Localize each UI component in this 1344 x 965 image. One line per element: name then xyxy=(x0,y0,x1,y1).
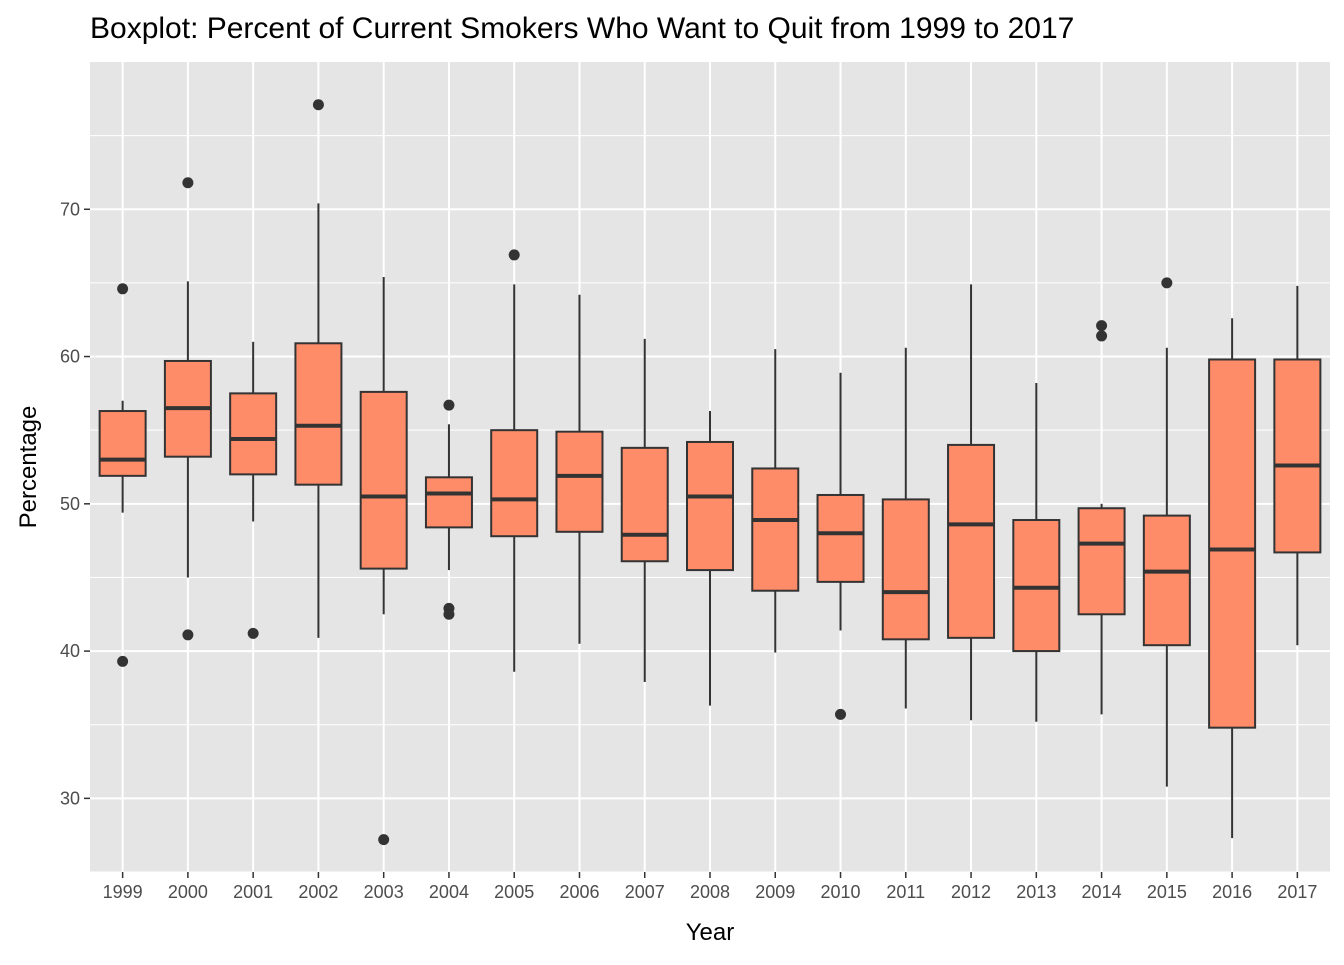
box-group-2011 xyxy=(881,347,930,709)
box-group-2003 xyxy=(359,277,408,846)
box-iqr xyxy=(294,342,343,486)
box-iqr xyxy=(686,440,734,572)
outlier-point xyxy=(835,708,847,720)
box-iqr xyxy=(98,410,147,477)
box-iqr xyxy=(620,446,669,563)
box-iqr xyxy=(555,430,604,533)
outlier-point xyxy=(117,655,129,667)
box-group-2013 xyxy=(1012,383,1061,722)
box-group-2004 xyxy=(424,399,473,620)
x-tick-label: 2001 xyxy=(233,882,273,902)
x-tick-label: 2003 xyxy=(364,882,404,902)
x-tick-label: 2000 xyxy=(168,882,208,902)
box-iqr xyxy=(1077,507,1126,616)
box-group-2014 xyxy=(1077,320,1126,715)
x-tick-label: 2004 xyxy=(429,882,469,902)
box-group-2010 xyxy=(816,372,865,720)
box-layer xyxy=(98,99,1322,846)
box-iqr xyxy=(1273,358,1322,554)
box-group-2009 xyxy=(751,349,800,653)
y-tick-label: 70 xyxy=(60,199,80,219)
x-tick-label: 2011 xyxy=(886,882,925,902)
box-iqr xyxy=(1012,519,1061,653)
outlier-point xyxy=(247,627,259,639)
box-group-2002 xyxy=(294,99,343,638)
box-group-2017 xyxy=(1273,285,1322,646)
box-iqr xyxy=(229,392,278,476)
x-tick-label: 2010 xyxy=(821,882,861,902)
box-iqr xyxy=(751,467,800,592)
outlier-point xyxy=(378,834,390,846)
outlier-point xyxy=(1096,320,1108,332)
x-tick-label: 2012 xyxy=(951,882,991,902)
box-group-2016 xyxy=(1208,318,1257,839)
x-tick-label: 2009 xyxy=(755,882,795,902)
outlier-point xyxy=(1096,330,1108,342)
outlier-point xyxy=(1161,277,1173,289)
box-iqr xyxy=(881,498,930,641)
x-tick-label: 2007 xyxy=(625,882,665,902)
y-tick-label: 40 xyxy=(60,641,80,661)
x-tick-label: 2017 xyxy=(1277,882,1317,902)
box-iqr xyxy=(1208,358,1257,729)
outlier-point xyxy=(182,177,194,189)
x-tick-label: 2013 xyxy=(1016,882,1056,902)
box-group-2005 xyxy=(490,249,539,672)
outlier-point xyxy=(117,283,129,295)
x-tick-label: 2016 xyxy=(1212,882,1252,902)
axis-layer: 30 40 50 60 70 1999 2000 2001 2002 2003 2004 2005 20… xyxy=(60,199,1317,902)
box-group-2001 xyxy=(229,341,278,639)
box-group-2007 xyxy=(620,338,669,683)
box-group-1999 xyxy=(98,283,147,667)
box-iqr xyxy=(947,443,996,639)
box-iqr xyxy=(359,390,408,570)
outlier-point xyxy=(443,399,455,411)
box-group-2000 xyxy=(163,177,212,641)
outlier-point xyxy=(182,629,194,641)
outlier-point xyxy=(508,249,520,261)
box-group-2015 xyxy=(1142,277,1191,787)
x-tick-label: 2006 xyxy=(559,882,599,902)
x-tick-label: 2002 xyxy=(298,882,338,902)
box-group-2006 xyxy=(555,294,604,644)
y-tick-label: 60 xyxy=(60,347,80,367)
y-tick-label: 50 xyxy=(60,494,80,514)
x-tick-label: 2008 xyxy=(690,882,730,902)
x-tick-label: 2015 xyxy=(1147,882,1187,902)
box-iqr xyxy=(424,476,473,529)
box-group-2008 xyxy=(686,411,734,706)
chart-title: Boxplot: Percent of Current Smokers Who … xyxy=(90,12,1074,45)
x-tick-label: 2014 xyxy=(1082,882,1122,902)
box-group-2012 xyxy=(947,284,996,721)
y-axis-title: Percentage xyxy=(15,406,42,529)
y-tick-label: 30 xyxy=(60,788,80,808)
box-iqr xyxy=(816,493,865,583)
x-tick-label: 1999 xyxy=(103,882,143,902)
box-iqr xyxy=(490,429,539,538)
x-axis-title: Year xyxy=(686,919,735,946)
outlier-point xyxy=(312,99,324,111)
outlier-point xyxy=(443,608,455,620)
box-iqr xyxy=(1142,514,1191,647)
x-tick-label: 2005 xyxy=(494,882,534,902)
